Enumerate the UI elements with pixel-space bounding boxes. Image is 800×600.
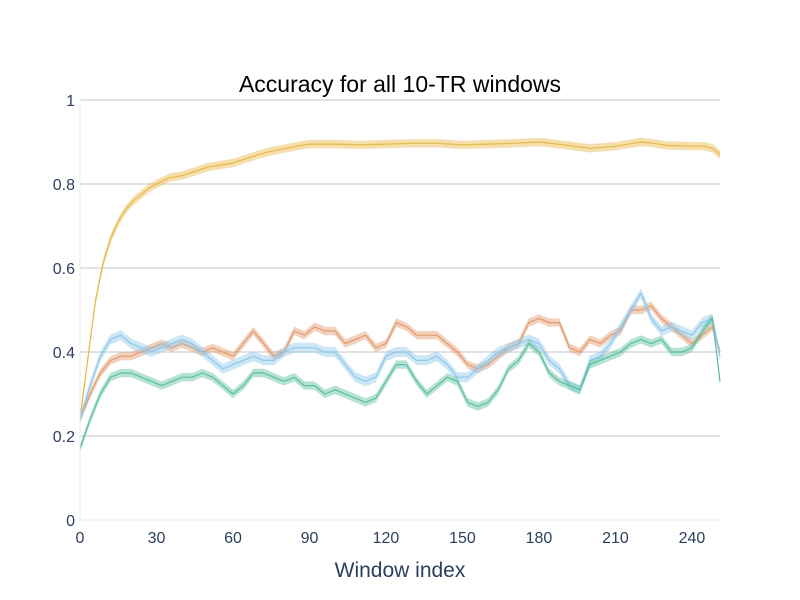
series-3-line	[79, 292, 721, 420]
y-tick-label: 0.6	[53, 261, 75, 278]
y-tick-label: 0.4	[53, 345, 75, 362]
x-axis-title: Window index	[335, 559, 466, 582]
y-tick-label: 0	[66, 513, 75, 530]
x-tick-label: 0	[76, 530, 85, 547]
x-tick-label: 210	[602, 530, 629, 547]
series-2-confidence-band	[80, 301, 720, 424]
y-tick-label: 0.8	[53, 177, 75, 194]
series-4-line	[79, 317, 721, 449]
x-tick-label: 240	[679, 530, 706, 547]
series-layer	[79, 137, 721, 453]
chart-title: Accuracy for all 10-TR windows	[239, 71, 561, 97]
x-tick-label: 60	[224, 530, 242, 547]
x-tick-label: 180	[526, 530, 553, 547]
series-2-line	[79, 305, 721, 420]
y-tick-label: 0.2	[53, 429, 75, 446]
axes: 0 0.2 0.4 0.6 0.8 1 0 30 60 90 120 150 180 210 240	[53, 93, 720, 547]
series-1-line	[79, 141, 721, 420]
y-tick-label: 1	[66, 93, 75, 110]
x-tick-label: 150	[449, 530, 476, 547]
x-tick-label: 120	[373, 530, 400, 547]
series-3-confidence-band	[80, 288, 720, 425]
x-tick-label: 30	[148, 530, 166, 547]
x-tick-label: 90	[301, 530, 319, 547]
